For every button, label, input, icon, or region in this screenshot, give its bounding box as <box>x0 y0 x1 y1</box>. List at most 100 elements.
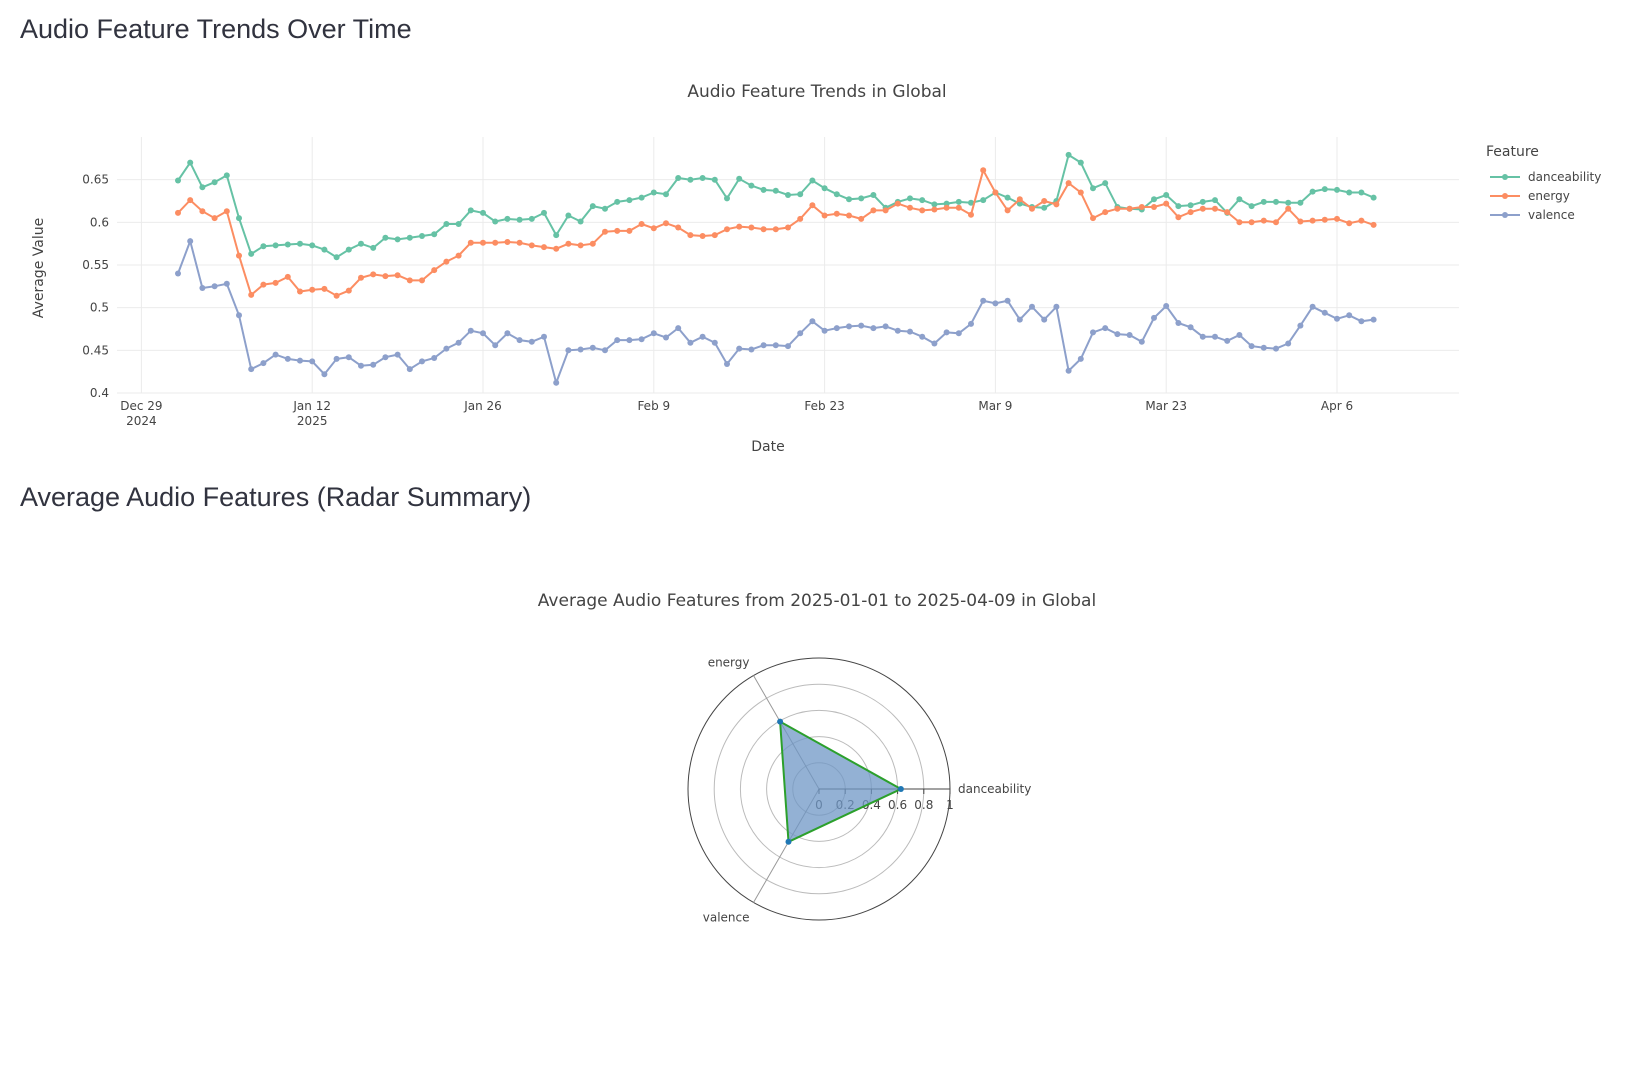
data-point <box>589 240 596 247</box>
data-point <box>187 197 194 204</box>
data-point <box>687 339 694 346</box>
data-point <box>419 277 425 284</box>
data-point <box>199 285 206 291</box>
data-point <box>894 327 901 334</box>
data-point <box>1370 194 1377 201</box>
data-point <box>504 239 511 245</box>
data-point <box>211 283 218 290</box>
data-point <box>1236 219 1243 226</box>
radar-outer-ring <box>687 657 951 921</box>
data-point <box>321 246 328 253</box>
data-point <box>638 221 645 227</box>
data-point <box>1370 316 1377 323</box>
data-point <box>1151 196 1157 203</box>
x-tick-label: Jan 26 <box>463 399 502 413</box>
data-point <box>992 300 999 307</box>
line-chart-title: Audio Feature Trends in Global <box>687 82 946 102</box>
series-danceability <box>175 151 1377 261</box>
data-point <box>382 354 389 361</box>
data-point <box>870 207 877 214</box>
data-point <box>1248 219 1255 226</box>
radial-tick-label: 0.6 <box>888 798 907 812</box>
radial-tick-label: 1 <box>946 798 954 812</box>
data-point <box>1004 297 1011 304</box>
data-point <box>1297 322 1304 329</box>
data-point <box>968 320 974 327</box>
data-point <box>1334 186 1340 193</box>
data-point <box>1077 189 1084 196</box>
legend-item-energy[interactable]: energy <box>1490 189 1570 203</box>
data-point <box>711 339 718 346</box>
data-point <box>309 286 316 293</box>
data-point <box>943 200 950 207</box>
data-point <box>297 240 303 247</box>
legend-item-valence[interactable]: valence <box>1490 208 1575 222</box>
radar-grid: 0 0.2 0.4 0.6 0.8 1 <box>687 657 954 921</box>
data-point <box>455 339 462 346</box>
radar-ring <box>713 683 925 895</box>
x-tick-label: Mar 9 <box>978 399 1012 413</box>
data-point <box>1212 333 1218 340</box>
data-point <box>284 241 291 248</box>
radar-area <box>778 719 904 844</box>
data-point <box>1077 159 1084 166</box>
data-point <box>1138 338 1145 345</box>
data-point <box>1334 315 1340 322</box>
data-point <box>553 379 560 386</box>
data-point <box>1358 189 1365 196</box>
data-point <box>1053 201 1060 208</box>
data-point <box>480 209 486 216</box>
data-point <box>211 215 218 222</box>
data-point <box>431 231 438 238</box>
data-point <box>1370 221 1377 228</box>
data-point <box>406 366 413 373</box>
data-point <box>931 201 938 208</box>
data-point <box>358 362 364 369</box>
data-point <box>467 207 474 214</box>
data-point <box>175 177 181 184</box>
legend-label: valence <box>1528 208 1575 222</box>
data-point <box>882 323 889 330</box>
data-point <box>760 342 767 349</box>
line-chart-series <box>175 151 1377 387</box>
data-point <box>675 175 682 181</box>
radar-ring <box>766 736 872 842</box>
y-tick-label: 0.6 <box>90 215 109 229</box>
legend-title: Feature <box>1486 144 1539 160</box>
data-point <box>541 209 547 216</box>
x-tick-label: Apr 6 <box>1321 399 1353 413</box>
line-chart-legend[interactable]: Feature danceability energy valence <box>1486 144 1601 222</box>
radar-axis-label-energy: energy <box>708 656 750 670</box>
data-point <box>980 197 987 204</box>
data-point <box>284 273 291 280</box>
legend-marker <box>1502 193 1508 199</box>
data-point <box>846 212 852 219</box>
data-point <box>565 347 572 354</box>
data-point <box>467 239 474 246</box>
data-point <box>565 240 572 247</box>
data-point <box>699 333 706 340</box>
data-point <box>1358 217 1365 224</box>
data-point <box>748 182 755 189</box>
data-point <box>199 208 206 215</box>
data-point <box>687 176 694 183</box>
data-point <box>797 191 804 198</box>
data-point <box>1065 367 1072 374</box>
data-point <box>175 209 181 216</box>
data-point <box>272 279 279 286</box>
trends-section-heading: Audio Feature Trends Over Time <box>20 14 412 44</box>
data-point <box>626 227 633 234</box>
data-point <box>321 285 328 292</box>
line-chart-gridlines <box>117 137 1459 394</box>
legend-marker <box>1502 212 1508 218</box>
data-point <box>772 187 779 194</box>
data-point <box>333 355 340 362</box>
data-point <box>516 239 523 246</box>
data-point <box>492 342 499 349</box>
data-point <box>1248 343 1255 350</box>
y-tick-label: 0.5 <box>90 301 109 315</box>
legend-item-danceability[interactable]: danceability <box>1490 170 1601 184</box>
data-point <box>785 192 791 198</box>
data-point <box>345 287 352 294</box>
data-point <box>1309 303 1316 310</box>
